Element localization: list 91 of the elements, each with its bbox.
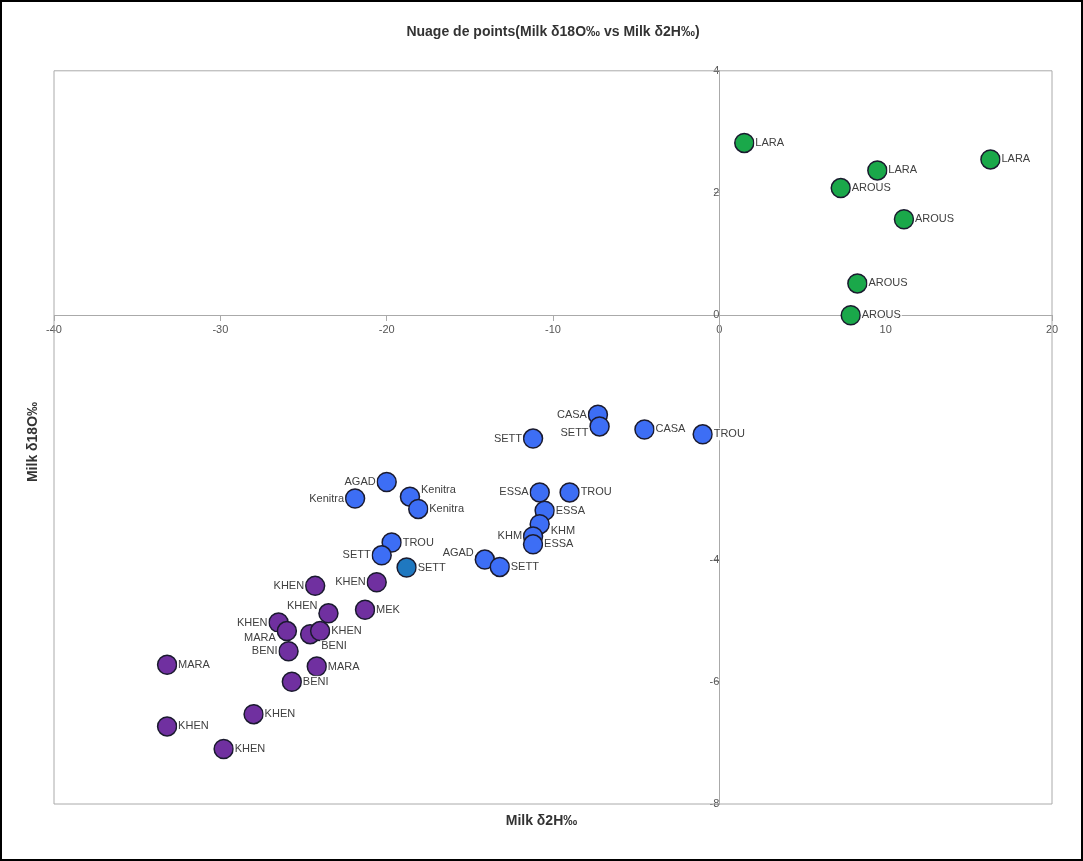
data-label: KHEN — [335, 575, 366, 588]
point — [354, 599, 376, 620]
point — [522, 428, 544, 449]
data-label: CASA — [655, 422, 687, 435]
data-label: LARA — [888, 163, 918, 176]
point — [309, 620, 331, 642]
data-label: KHEN — [273, 578, 305, 591]
point — [840, 304, 861, 326]
data-label: AROUS — [861, 308, 901, 321]
point — [634, 419, 655, 440]
point — [318, 603, 339, 624]
data-label: KHEN — [264, 707, 296, 720]
data-label: Kenitra — [309, 491, 345, 504]
point — [489, 556, 511, 578]
data-label: MARA — [327, 659, 361, 672]
data-label: ESSA — [555, 503, 586, 516]
data-label: BENI — [321, 639, 347, 652]
x-tick-label: -10 — [545, 322, 561, 335]
point — [893, 209, 915, 230]
point — [243, 703, 264, 725]
point — [366, 571, 387, 593]
x-tick-label: 20 — [1045, 322, 1059, 335]
data-label: AGAD — [442, 545, 474, 558]
point — [304, 575, 326, 597]
point — [867, 160, 888, 181]
data-label: TROU — [713, 427, 745, 440]
point — [529, 482, 550, 503]
point — [980, 149, 1001, 170]
data-label: ESSA — [499, 485, 530, 498]
data-label: MEK — [376, 602, 401, 615]
data-label: LARA — [755, 135, 785, 148]
point — [396, 557, 417, 578]
point — [156, 716, 178, 737]
point — [276, 620, 298, 642]
point — [156, 654, 178, 675]
point — [734, 132, 755, 154]
data-label: KHEN — [234, 742, 266, 755]
data-label: BENI — [251, 644, 278, 657]
x-tick-label: -30 — [212, 322, 229, 335]
point — [408, 498, 429, 520]
data-label: Kenitra — [420, 482, 457, 495]
data-label: SETT — [342, 548, 371, 561]
data-label: AROUS — [868, 276, 908, 289]
data-label: CASA — [556, 407, 588, 420]
data-label: SETT — [417, 560, 447, 573]
data-label: SETT — [510, 559, 540, 572]
x-axis-title: Milk δ2H‰ — [504, 812, 579, 828]
y-tick-label: 4 — [713, 63, 720, 76]
point — [376, 471, 397, 493]
point — [281, 671, 303, 693]
data-label: AROUS — [914, 212, 955, 225]
data-label: KHM — [497, 529, 523, 542]
data-label: KHEN — [331, 624, 362, 637]
y-tick-label: 2 — [713, 186, 720, 199]
data-label: SETT — [560, 426, 589, 439]
point — [371, 545, 392, 566]
data-label: Kenitra — [429, 501, 466, 514]
data-label: LARA — [1001, 152, 1031, 165]
data-label: ESSA — [544, 537, 575, 550]
data-label: KHM — [550, 524, 576, 537]
data-label: KHEN — [178, 719, 209, 732]
data-label: TROU — [402, 535, 434, 548]
y-tick-label: 0 — [713, 308, 720, 321]
y-tick-label: -6 — [709, 674, 720, 687]
point — [306, 656, 328, 677]
x-tick-label: -40 — [46, 322, 62, 335]
point — [830, 177, 852, 199]
data-label: AROUS — [851, 181, 891, 194]
point — [344, 488, 366, 509]
y-axis-title: Milk δ18O‰ — [24, 401, 40, 483]
x-tick-label: -20 — [378, 322, 395, 335]
point — [559, 482, 580, 503]
data-label: AGAD — [344, 475, 376, 488]
data-label: BENI — [302, 674, 329, 687]
x-tick-label: 10 — [879, 322, 892, 335]
point — [474, 549, 496, 570]
data-label: KHEN — [286, 599, 318, 612]
point — [522, 534, 544, 555]
point — [589, 416, 610, 437]
data-label: SETT — [493, 431, 523, 444]
point — [278, 641, 299, 662]
data-label: TROU — [580, 485, 612, 498]
chart-title: Nuage de points(Milk δ18O‰ vs Milk δ2H‰) — [406, 23, 700, 40]
data-label: MARA — [244, 631, 277, 644]
y-tick-label: -4 — [709, 552, 720, 565]
data-label: MARA — [178, 657, 211, 670]
y-tick-label: -8 — [709, 797, 720, 810]
point — [213, 738, 234, 760]
point — [692, 424, 713, 445]
data-label: KHEN — [236, 615, 268, 628]
point — [847, 273, 868, 294]
